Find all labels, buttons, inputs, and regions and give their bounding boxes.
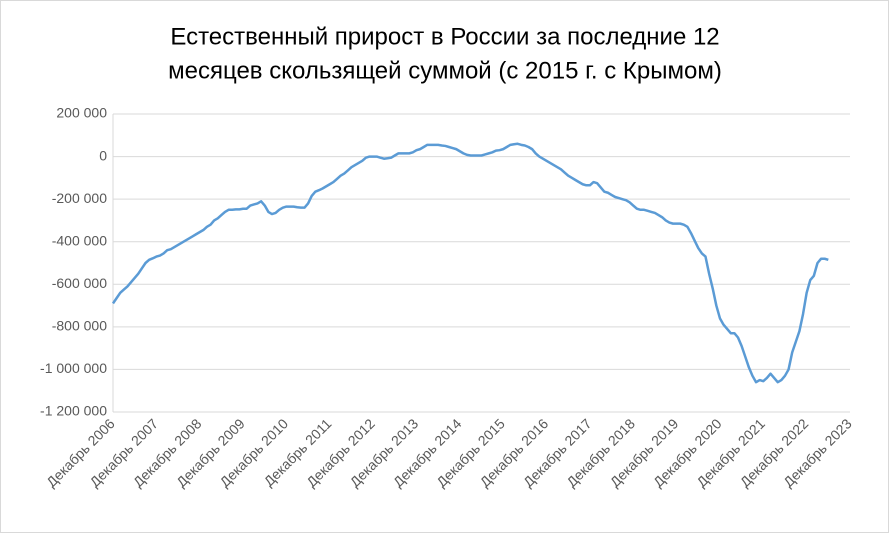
y-tick-label: -800 000	[52, 318, 107, 334]
y-tick-label: -400 000	[52, 232, 107, 248]
y-tick-label: 0	[99, 147, 107, 163]
y-tick-label: -1 200 000	[40, 403, 107, 419]
chart-title: месяцев скользящей суммой (с 2015 г. с К…	[168, 57, 722, 84]
chart-title: Естественный прирост в России за последн…	[170, 23, 719, 50]
y-tick-label: -200 000	[52, 190, 107, 206]
y-tick-label: 200 000	[56, 105, 107, 121]
y-tick-label: -1 000 000	[40, 360, 107, 376]
y-tick-label: -600 000	[52, 275, 107, 291]
data-line	[111, 142, 829, 384]
